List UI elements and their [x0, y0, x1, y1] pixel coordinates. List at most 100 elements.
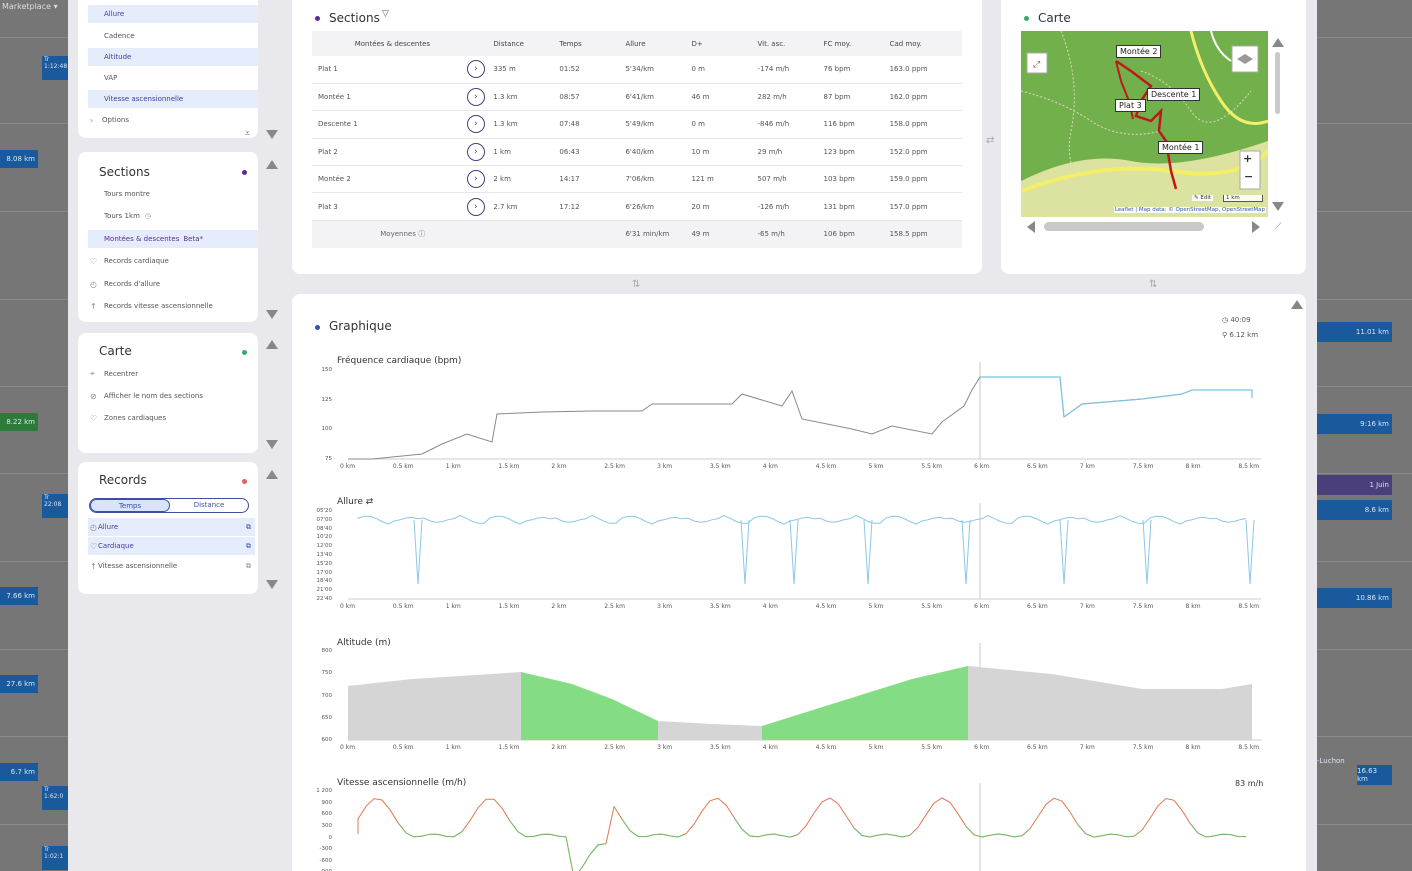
toggle-temps[interactable]: Temps	[90, 499, 170, 512]
records-item-cardiaque[interactable]: ♡ Cardiaque ⧉	[88, 537, 255, 555]
marketplace-menu[interactable]: Marketplace ▾	[2, 2, 58, 11]
calendar-activity-tag[interactable]: Tr 1:12:48	[42, 56, 68, 80]
calendar-activity-tag[interactable]: Tr 22:08	[42, 494, 68, 518]
chevron-circle-icon[interactable]: ›	[466, 60, 485, 79]
swap-vertical-icon[interactable]: ⇅	[632, 279, 641, 290]
sections-item-tours-montre[interactable]: Tours montre	[88, 185, 258, 203]
calendar-activity-tag[interactable]: 16.63 km	[1357, 765, 1392, 785]
carte-item-recentrer[interactable]: ⌖ Recentrer	[88, 365, 258, 383]
calendar-activity-tag[interactable]: 11.01 km	[1317, 322, 1392, 342]
external-link-icon[interactable]: ⧉	[246, 561, 251, 570]
table-cell: 20 m	[685, 192, 752, 221]
toggle-distance[interactable]: Distance	[193, 501, 225, 509]
options-toggle[interactable]: › Options	[88, 111, 258, 129]
swap-vertical-icon-2[interactable]: ⇅	[1149, 279, 1158, 290]
graph-area[interactable]	[292, 294, 1306, 871]
table-cell: 1.3 km	[487, 110, 554, 139]
scroll-down-icon[interactable]	[266, 130, 278, 139]
map-attribution[interactable]: Leaflet | Map data: © OpenStreetMap, Ope…	[1113, 207, 1266, 213]
calendar-activity-tag[interactable]: 9:16 km	[1317, 414, 1392, 434]
table-row[interactable]: Descente 1 › 1.3 km 07:48 5'49/km 0 m -846 m/h…	[312, 110, 962, 139]
sections-item-records-cardiaque[interactable]: ♡ Records cardiaque	[88, 252, 258, 270]
sections-item-montees[interactable]: Montées & descentes Beta*	[88, 230, 258, 248]
calendar-activity-tag[interactable]: Tr 1:02:1	[42, 846, 68, 870]
calendar-activity-tag[interactable]: 8.6 km	[1317, 500, 1392, 520]
zoom-in-button[interactable]: +	[1243, 152, 1253, 165]
metric-vitesse-asc[interactable]: Vitesse ascensionnelle	[88, 90, 258, 108]
map-label-montee-2[interactable]: Montée 2	[1116, 45, 1162, 58]
calendar-activity-tag[interactable]: 10.86 km	[1317, 588, 1392, 608]
calendar-activity-tag[interactable]: 27.6 km	[0, 675, 38, 693]
records-sidebar-card: Records Temps Distance ◴ Allure ⧉ ♡ Cardiaq…	[78, 462, 258, 594]
carte-item-zones[interactable]: ♡ Zones cardiaques	[88, 409, 258, 427]
table-row[interactable]: Montée 2 › 2 km 14:17 7'06/km 121 m 507 m/h 103…	[312, 165, 962, 194]
chevron-circle-icon[interactable]: ›	[466, 142, 485, 161]
alt-area-grey-3	[968, 666, 1252, 740]
sections-item-tours-1km[interactable]: Tours 1km ◷	[88, 207, 258, 225]
chevron-circle-icon[interactable]: ›	[466, 170, 485, 189]
metric-vap[interactable]: VAP	[88, 69, 258, 87]
section-down-icon[interactable]	[266, 310, 278, 319]
heart-icon: ♡	[90, 541, 98, 551]
map-edit-link[interactable]: ✎ Edit	[1192, 195, 1214, 201]
map-scale: 1 km	[1223, 195, 1263, 202]
metric-altitude[interactable]: Altitude	[88, 48, 258, 66]
map-label-descente-1[interactable]: Descente 1	[1147, 88, 1201, 101]
y-tick-label: 07'00	[316, 516, 332, 523]
x-tick-label: 0 km	[340, 603, 356, 610]
map-hscrollbar[interactable]	[1044, 222, 1204, 231]
chevron-circle-icon[interactable]: ›	[466, 197, 485, 216]
table-cell: 1.3 km	[487, 83, 554, 112]
map-scroll-left-icon[interactable]	[1027, 221, 1035, 233]
carte-item-afficher[interactable]: ⊘ Afficher le nom des sections	[88, 387, 258, 405]
map-view[interactable]: ⤢ Montée 2 Descente 1 Plat 3 Montée 1 + …	[1021, 31, 1268, 217]
table-row[interactable]: Plat 2 › 1 km 06:43 6'40/km 10 m 29 m/h 123 bpm…	[312, 138, 962, 167]
table-row[interactable]: Plat 1 › 335 m 01:52 5'34/km 0 m -174 m/h 76 bp…	[312, 56, 962, 84]
calendar-activity-tag[interactable]: 8.22 km	[0, 413, 38, 431]
graph-up-icon[interactable]	[1291, 300, 1303, 309]
swap-horizontal-icon[interactable]: ⇄	[986, 135, 995, 146]
filter-icon[interactable]: ▽	[382, 9, 389, 19]
external-link-icon[interactable]: ⧉	[246, 541, 251, 550]
info-icon[interactable]: ⓘ	[415, 230, 426, 239]
map-label-plat-3[interactable]: Plat 3	[1115, 99, 1146, 112]
map-vscrollbar[interactable]	[1275, 52, 1280, 114]
metric-allure[interactable]: Allure	[88, 5, 258, 23]
carte-down-icon[interactable]	[266, 440, 278, 449]
item-label: Records vitesse ascensionnelle	[104, 302, 213, 310]
x-tick-label: 2 km	[551, 603, 567, 610]
records-item-vasc[interactable]: ↑ Vitesse ascensionnelle ⧉	[88, 557, 255, 575]
map-label-montee-1[interactable]: Montée 1	[1158, 141, 1204, 154]
item-label: Allure	[98, 523, 119, 531]
calendar-activity-tag[interactable]: -Luchon	[1317, 756, 1357, 766]
tag-text: 8.6 km	[1364, 506, 1389, 514]
svg-text:⤢: ⤢	[1032, 60, 1040, 70]
table-row[interactable]: Montée 1 › 1.3 km 08:57 6'41/km 46 m 282 m/h 87…	[312, 83, 962, 112]
metric-cadence[interactable]: Cadence	[88, 27, 258, 45]
sections-item-records-allure[interactable]: ◴ Records d'allure	[88, 275, 258, 293]
records-item-allure[interactable]: ◴ Allure ⧉	[88, 518, 255, 536]
resize-handle-icon[interactable]: ⟋	[1275, 222, 1282, 232]
calendar-activity-tag[interactable]: 8.08 km	[0, 150, 38, 168]
column-header: Vit. asc.	[751, 31, 818, 56]
external-link-icon[interactable]: ⧉	[246, 522, 251, 531]
calendar-activity-tag[interactable]: 1 Juin	[1317, 475, 1392, 495]
chevron-circle-icon[interactable]: ›	[466, 115, 485, 134]
filter-icon[interactable]: ⩡	[245, 129, 251, 139]
x-tick-label: 3 km	[657, 744, 673, 751]
calendar-activity-tag[interactable]: 7.66 km	[0, 587, 38, 605]
table-row[interactable]: Plat 3 › 2.7 km 17:12 6'26/km 20 m -126 m/h 131…	[312, 192, 962, 221]
map-scroll-right-icon[interactable]	[1252, 221, 1260, 233]
carte-up-icon[interactable]	[266, 340, 278, 349]
section-up-icon[interactable]	[266, 160, 278, 169]
records-down-icon[interactable]	[266, 580, 278, 589]
zoom-out-button[interactable]: −	[1244, 170, 1254, 183]
map-scroll-down-icon[interactable]	[1272, 202, 1284, 211]
table-cell: 14:17	[553, 165, 620, 194]
sections-item-records-vasc[interactable]: ↑ Records vitesse ascensionnelle	[88, 297, 258, 315]
map-scroll-up-icon[interactable]	[1272, 38, 1284, 47]
calendar-activity-tag[interactable]: Tr 1:62:0	[42, 786, 68, 810]
chevron-circle-icon[interactable]: ›	[466, 88, 485, 107]
calendar-activity-tag[interactable]: 6.7 km	[0, 763, 38, 781]
records-up-icon[interactable]	[266, 470, 278, 479]
